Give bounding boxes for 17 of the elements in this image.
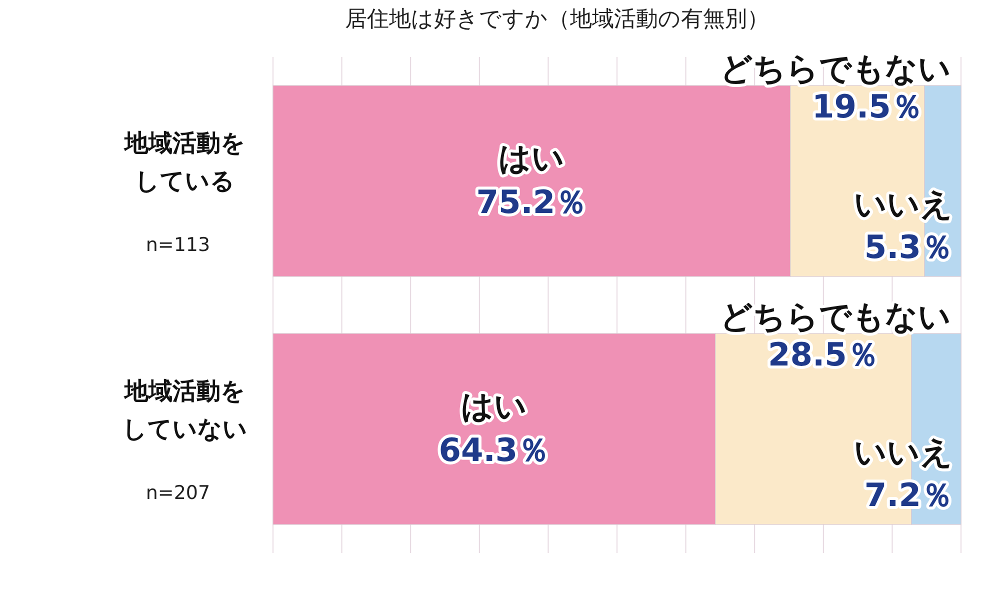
data-label: 7.2％ xyxy=(864,476,953,514)
data-label: 19.5％ xyxy=(812,88,923,126)
text: n=113 xyxy=(146,234,210,256)
data-label: 75.2％ xyxy=(476,183,588,221)
text: どちらでもない xyxy=(720,50,951,88)
text: はい xyxy=(461,387,528,425)
data-label: 64.3％ xyxy=(438,431,550,469)
series-label: いいえ xyxy=(854,433,953,471)
series-label: どちらでもない xyxy=(720,298,951,336)
series-label: はい xyxy=(498,139,565,177)
text: いいえ xyxy=(854,185,953,223)
data-label: 28.5％ xyxy=(768,336,879,374)
data-label: 5.3％ xyxy=(864,228,953,266)
y-tick-label: 地域活動をしていない xyxy=(122,377,248,443)
text: n=207 xyxy=(146,482,210,504)
y-tick-label: 地域活動をしている xyxy=(124,129,246,195)
chart-title: 居住地は好きですか（地域活動の有無別） xyxy=(345,7,769,32)
